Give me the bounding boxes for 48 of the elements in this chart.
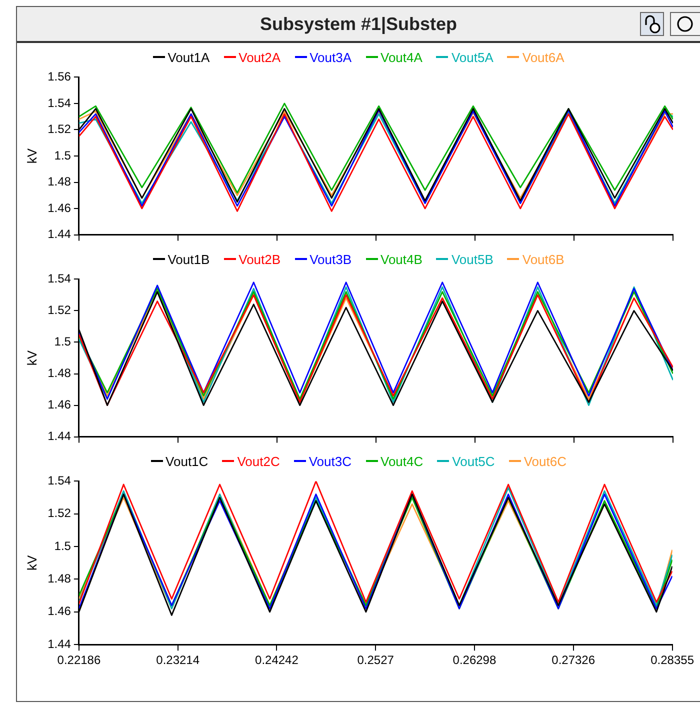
- legend-label: Vout5B: [451, 252, 494, 266]
- x-tick-label: 0.23214: [156, 653, 200, 668]
- y-tick-label: 1.54: [48, 96, 72, 110]
- y-tick-label: 1.48: [48, 572, 72, 586]
- legend-label: Vout2C: [237, 454, 280, 468]
- x-tick-label: 0.22186: [57, 653, 101, 668]
- legend-label: Vout5A: [451, 50, 494, 64]
- legend-label: Vout1A: [168, 50, 210, 64]
- y-tick-label: 1.54: [48, 272, 72, 286]
- legend-label: Vout3B: [310, 252, 352, 266]
- legend-label: Vout3A: [310, 50, 352, 64]
- x-tick-label: 0.26298: [452, 653, 496, 668]
- y-axis-title: kV: [24, 554, 40, 570]
- y-tick-label: 1.46: [48, 200, 72, 215]
- legend-label: Vout1C: [166, 454, 208, 468]
- y-tick-label: 1.56: [48, 70, 72, 84]
- legend-label: Vout6B: [522, 252, 564, 266]
- y-tick-label: 1.44: [48, 227, 72, 242]
- y-tick-label: 1.5: [54, 148, 72, 162]
- y-tick-label: 1.46: [48, 604, 72, 618]
- legend-label: Vout2B: [238, 252, 281, 266]
- y-tick-label: 1.52: [48, 506, 72, 520]
- legend-label: Vout2A: [238, 50, 281, 64]
- y-tick-label: 1.46: [48, 398, 72, 412]
- legend-label: Vout4B: [380, 252, 422, 266]
- legend-label: Vout4A: [380, 50, 422, 64]
- y-tick-label: 1.48: [48, 174, 72, 189]
- y-tick-label: 1.5: [54, 538, 72, 553]
- y-axis-title: kV: [24, 148, 40, 164]
- y-tick-label: 1.44: [48, 636, 72, 651]
- y-tick-label: 1.5: [54, 334, 72, 349]
- legend-label: Vout6A: [522, 50, 564, 64]
- x-tick-label: 0.28355: [650, 653, 694, 668]
- y-tick-label: 1.44: [48, 429, 72, 444]
- x-tick-label: 0.24242: [255, 653, 299, 668]
- y-tick-label: 1.52: [48, 122, 72, 136]
- y-tick-label: 1.52: [48, 303, 72, 318]
- legend-label: Vout6C: [524, 454, 566, 468]
- y-axis-title: kV: [24, 350, 40, 366]
- y-tick-label: 1.54: [48, 474, 72, 488]
- y-tick-label: 1.48: [48, 366, 72, 380]
- legend-label: Vout4C: [380, 454, 424, 468]
- legend-label: Vout1B: [168, 252, 210, 266]
- x-tick-label: 0.2527: [357, 653, 394, 668]
- x-tick-label: 0.27326: [552, 653, 596, 668]
- legend-label: Vout5C: [452, 454, 495, 468]
- chart-title: Subsystem #1|Substep: [260, 14, 458, 34]
- legend-label: Vout3C: [308, 454, 352, 468]
